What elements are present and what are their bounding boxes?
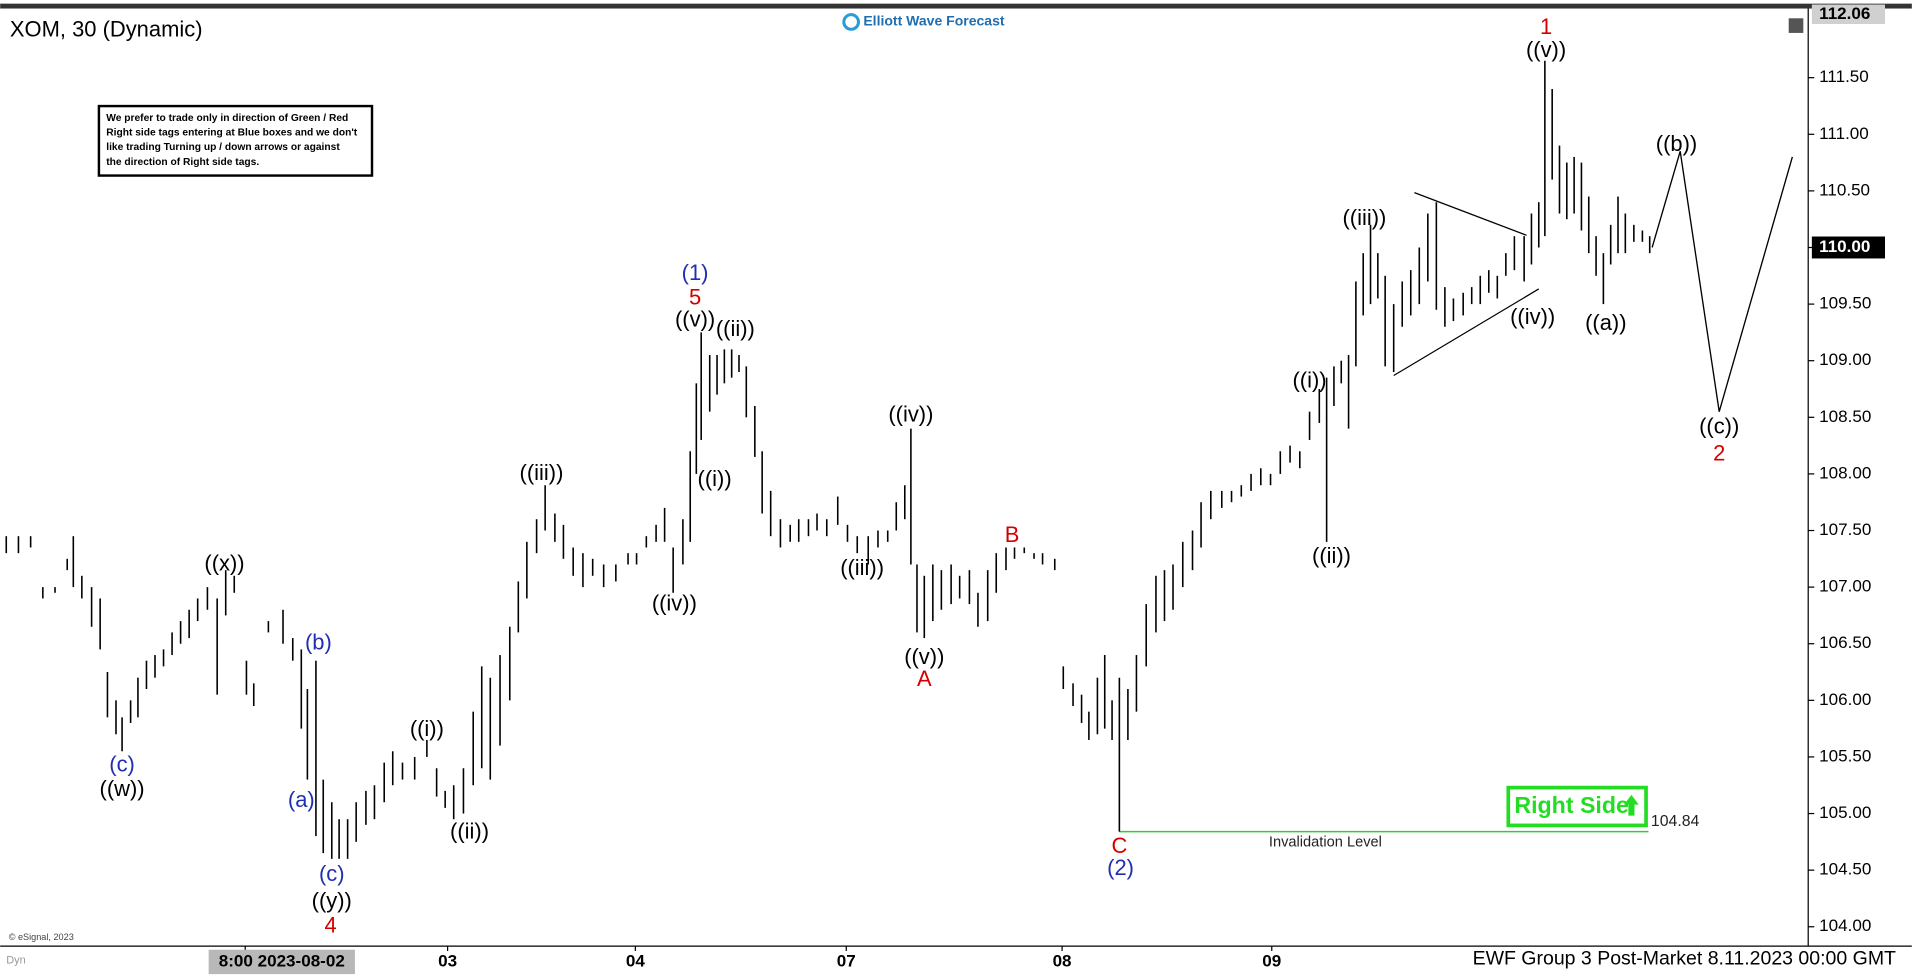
y-tick-label: 110.50 [1819, 180, 1870, 199]
wave-label: ((v)) [904, 644, 944, 669]
wave-label: (1) [682, 260, 709, 285]
wave-label: ((iv)) [652, 591, 697, 616]
y-tick-label: 109.50 [1819, 294, 1871, 313]
notice-box [97, 104, 374, 177]
y-tick-label: 106.00 [1819, 690, 1871, 709]
wave-label: A [917, 666, 932, 691]
wave-label: (c) [319, 861, 345, 886]
y-tick-label: 107.50 [1819, 520, 1871, 539]
y-tick-label: 109.00 [1819, 350, 1871, 369]
wave-label: ((y)) [312, 888, 352, 913]
right-side-box [1506, 785, 1648, 828]
wave-label: 5 [689, 284, 701, 309]
last-tag-box [1811, 236, 1886, 259]
wave-label: ((i)) [698, 466, 732, 491]
triangle-line [1393, 288, 1540, 377]
right-side-arrow [1624, 794, 1639, 816]
right-side-text: Right Side [1514, 792, 1629, 818]
logo-icon [842, 13, 860, 31]
wave-label: ((v)) [1526, 37, 1566, 62]
wave-label: (b) [305, 630, 332, 655]
notice-line: We prefer to trade only in direction of … [106, 113, 348, 124]
wave-label: ((x)) [204, 550, 244, 575]
wave-label: ((b)) [1656, 131, 1697, 156]
wave-label: B [1005, 522, 1020, 547]
footer: EWF Group 3 Post-Market 8.11.2023 00:00 … [1473, 948, 1896, 970]
wave-label: (2) [1107, 855, 1134, 880]
top-bar [0, 3, 1912, 9]
wave-label: ((iv)) [1510, 304, 1555, 329]
invalidation-value: 104.84 [1651, 813, 1700, 830]
wave-label: ((ii)) [450, 818, 489, 843]
wave-label: ((v)) [675, 306, 715, 331]
wave-label: (c) [109, 751, 135, 776]
wave-label: (a) [288, 787, 315, 812]
wave-label: ((iii)) [520, 460, 564, 485]
last-tag: 110.00 [1819, 237, 1870, 256]
notice-line: like trading Turning up / down arrows or… [106, 142, 340, 153]
wave-label: C [1111, 833, 1127, 858]
wave-label: 1 [1540, 14, 1552, 39]
wave-label: ((i)) [410, 716, 444, 741]
wave-label: 4 [324, 912, 336, 937]
wave-label: ((ii)) [716, 316, 755, 341]
wave-label: 2 [1713, 441, 1725, 466]
wave-label: ((iv)) [888, 402, 933, 427]
window-icon [1788, 18, 1804, 33]
x-tick-label: 03 [438, 951, 457, 970]
triangle-line [1414, 192, 1527, 236]
x-tick-label: 04 [626, 951, 645, 970]
wave-label: ((iii)) [1343, 205, 1387, 230]
wave-label: ((i)) [1293, 367, 1327, 392]
wave-label: ((c)) [1699, 414, 1739, 439]
projection-line [1651, 151, 1794, 412]
y-tick-label: 111.00 [1819, 124, 1869, 143]
corner-label: Dyn [6, 955, 26, 967]
x-tick-highlight [208, 949, 355, 975]
x-tick-label: 09 [1262, 951, 1281, 970]
wave-label: ((w)) [100, 776, 145, 801]
x-tick-label: 08 [1053, 951, 1072, 970]
wave-label: ((iii)) [840, 555, 884, 580]
y-tick-label: 104.50 [1819, 860, 1871, 879]
notice-line: Right side tags entering at Blue boxes a… [106, 128, 358, 139]
y-tick-label: 111.50 [1819, 67, 1869, 86]
invalidation-text: Invalidation Level [1269, 834, 1382, 850]
notice-line: the direction of Right side tags. [106, 157, 259, 168]
y-tick-label: 104.00 [1819, 916, 1871, 935]
high-tag-box [1811, 4, 1886, 25]
copyright: © eSignal, 2023 [9, 932, 74, 942]
x-tick-label: 07 [837, 951, 856, 970]
y-tick-label: 108.00 [1819, 463, 1871, 482]
wave-label: ((ii)) [1312, 543, 1351, 568]
y-tick-label: 107.00 [1819, 577, 1871, 596]
high-tag: 112.06 [1819, 4, 1870, 23]
wave-label: ((a)) [1585, 310, 1626, 335]
y-tick-label: 108.50 [1819, 407, 1871, 426]
chart-title: XOM, 30 (Dynamic) [10, 16, 203, 41]
y-tick-label: 105.00 [1819, 803, 1871, 822]
y-tick-label: 106.50 [1819, 633, 1871, 652]
logo-text: Elliott Wave Forecast [863, 13, 1005, 29]
x-tick-label: 8:00 2023-08-02 [219, 951, 345, 970]
y-tick-label: 105.50 [1819, 746, 1871, 765]
